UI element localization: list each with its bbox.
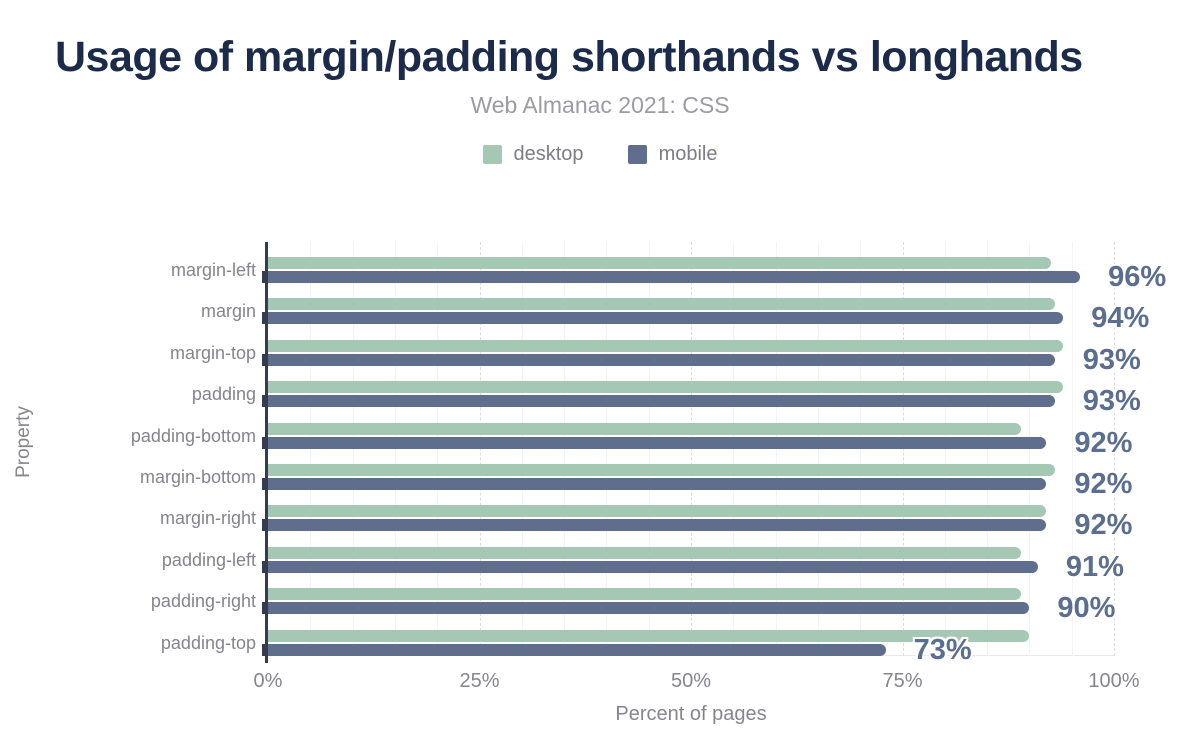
bar-desktop [268, 422, 1021, 435]
gridline-minor [564, 242, 566, 656]
bar-desktop [268, 546, 1021, 559]
gridline-minor [352, 242, 354, 656]
bar-desktop [268, 629, 1030, 642]
x-tick-label: 75% [882, 670, 923, 692]
y-axis-tick [262, 519, 265, 532]
x-tick-label: 100% [1088, 670, 1140, 692]
category-label: padding [191, 384, 256, 405]
bar-desktop [268, 381, 1064, 394]
category-label: margin [200, 301, 256, 322]
bar-mobile [268, 560, 1038, 573]
y-axis-tick [262, 395, 265, 408]
legend-label-mobile: mobile [658, 143, 718, 165]
x-axis-title: Percent of pages [615, 703, 767, 725]
chart-subtitle: Web Almanac 2021: CSS [470, 92, 730, 118]
y-axis-tick [262, 271, 265, 283]
y-axis-tick [262, 436, 265, 449]
y-axis-tick [262, 602, 265, 615]
gridline-minor [521, 242, 523, 656]
bar-desktop [268, 257, 1051, 269]
bar-mobile [268, 519, 1047, 532]
y-axis-tick [262, 478, 265, 490]
gridline-minor [817, 242, 819, 656]
bar-desktop [268, 464, 1055, 476]
desktop-swatch [482, 145, 502, 164]
bar-value-label: 91% [1065, 550, 1124, 583]
gridline-minor [860, 242, 862, 656]
gridline-minor [648, 242, 650, 656]
gridline-minor [987, 242, 989, 656]
y-axis-tick [262, 312, 265, 325]
gridline-minor [775, 242, 777, 656]
bar-desktop [268, 588, 1021, 601]
x-tick-label: 0% [253, 670, 283, 692]
bar-desktop [268, 505, 1047, 518]
bar-value-label: 92% [1074, 426, 1133, 459]
bar-value-label: 92% [1074, 468, 1133, 500]
gridline-minor [1029, 242, 1031, 656]
bar-mobile [268, 395, 1055, 408]
bar-value-label: 93% [1082, 385, 1141, 418]
bar-value-label: 94% [1091, 302, 1150, 335]
legend: desktop mobile [0, 143, 1200, 166]
category-label: margin-bottom [139, 467, 256, 487]
gridline-major [691, 242, 692, 656]
bar-value-label: 93% [1082, 343, 1141, 376]
gridline-minor [394, 242, 396, 656]
bar-desktop [268, 339, 1064, 352]
gridline-major [902, 242, 904, 656]
category-label: margin-left [170, 260, 256, 280]
x-tick-label: 25% [459, 670, 500, 692]
bar-value-label: 90% [1057, 592, 1116, 625]
plot-area: 96% 94% 93% 93% 92% 92% 92% 91% 90% 73% [262, 242, 1166, 665]
legend-item-desktop: desktop [482, 143, 584, 166]
y-axis-tick [262, 353, 265, 366]
category-label: padding-top [160, 632, 256, 653]
mobile-swatch [627, 145, 647, 164]
category-label: padding-left [161, 549, 256, 570]
bar-mobile [268, 271, 1081, 283]
bar-value-label: 92% [1074, 509, 1133, 542]
gridline-major [1114, 242, 1115, 656]
category-label: padding-bottom [130, 425, 256, 446]
gridline-major [479, 242, 481, 656]
bar-value-label: 96% [1108, 261, 1167, 293]
gridline-minor [310, 242, 312, 656]
chart-title: Usage of margin/padding shorthands vs lo… [55, 33, 1083, 81]
category-label: margin-right [159, 508, 256, 529]
category-label: margin-top [169, 342, 256, 363]
bar-mobile [268, 353, 1055, 366]
legend-item-mobile: mobile [627, 143, 718, 166]
category-label: padding-right [150, 591, 256, 612]
gridline-minor [606, 242, 608, 656]
bar-mobile [268, 312, 1064, 325]
y-axis-tick [262, 643, 265, 656]
bar-mobile [268, 643, 886, 656]
bar-value-label: 73% [913, 633, 972, 666]
gridline-minor [1071, 242, 1073, 656]
bar-desktop [268, 298, 1055, 311]
gridline-minor [437, 242, 439, 656]
bar-mobile [268, 478, 1047, 490]
x-tick-label: 50% [670, 670, 712, 692]
y-axis-line [265, 242, 268, 663]
bar-mobile [268, 602, 1030, 615]
legend-label-desktop: desktop [513, 143, 584, 165]
bar-mobile [268, 436, 1047, 449]
gridline-minor [944, 242, 946, 656]
y-axis-tick [262, 560, 265, 573]
gridline-minor [733, 242, 735, 656]
